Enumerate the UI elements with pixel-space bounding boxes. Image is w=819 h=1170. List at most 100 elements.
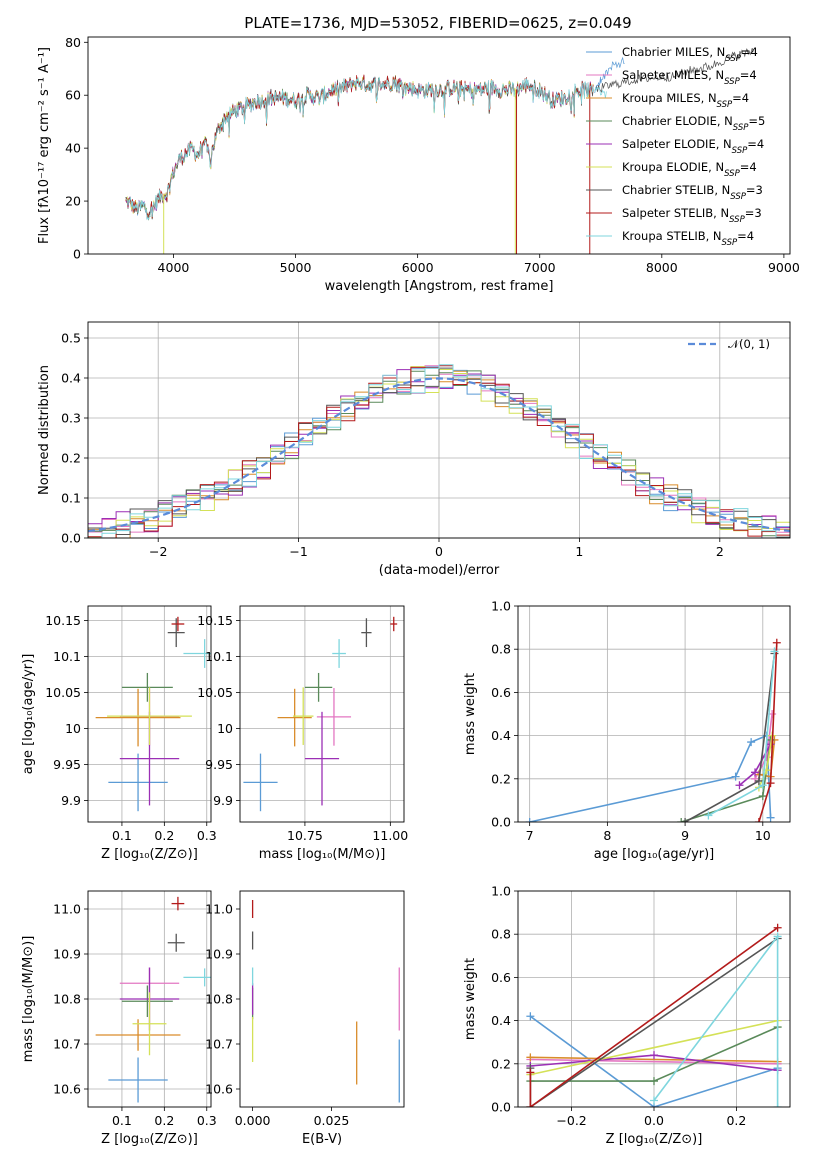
- weight-line-kroupa-elodie: [530, 1019, 778, 1076]
- axes-frame: [239, 890, 405, 1108]
- weight-marker: [770, 647, 779, 656]
- x-tick-label: 0.0: [644, 1113, 664, 1128]
- y-tick-label: 0.6: [491, 685, 511, 700]
- weight-marker: [773, 932, 782, 941]
- axes-frame: [517, 890, 791, 1108]
- panel-weight-age: 7 8 9 10 0.0 0.2 0.4 0.6 0.8 1.0 age [log₁₀(age/yr…: [463, 599, 791, 862]
- y-tick-label: 10.7: [53, 1037, 81, 1052]
- x-axis-label: Z [log₁₀(Z/Z⊙)]: [101, 1132, 198, 1147]
- weight-marker: [526, 1103, 535, 1107]
- x-tick-label: 0.2: [154, 828, 174, 843]
- spectrum-extension: [594, 48, 754, 94]
- weight-marker: [731, 772, 740, 781]
- weight-marker: [681, 818, 690, 822]
- y-tick-label: 9.9: [213, 793, 233, 808]
- weight-marker: [650, 1051, 658, 1060]
- histogram-kroupa-stelib: [88, 364, 790, 538]
- legend-sub: SSP: [724, 169, 740, 179]
- legend-entry: Kroupa MILES, NSSP=4: [622, 91, 749, 110]
- x-tick-label: 7: [526, 828, 534, 843]
- y-tick-label: 10.7: [205, 1037, 233, 1052]
- x-tick-label: 0: [435, 544, 443, 559]
- panel-age-Z: 0.1 0.2 0.3 9.9 9.95 10 10.05 10.1 10.15 Z [log₁₀…: [21, 605, 217, 862]
- plot-area: [243, 616, 398, 812]
- y-tick-label: 10.8: [205, 992, 233, 1007]
- y-tick-label: 0: [73, 247, 81, 262]
- spectrum-line-kroupa-miles: [125, 75, 594, 220]
- x-tick-label: 0.000: [235, 1113, 271, 1128]
- x-tick-label: 1: [575, 544, 583, 559]
- axes-frame: [87, 36, 791, 255]
- plot-area: [125, 48, 754, 254]
- weight-marker: [758, 792, 767, 801]
- errorbar-kroupa-miles: [277, 688, 312, 747]
- y-tick-label: 80: [65, 35, 81, 50]
- errorbar-chabrier-stelib: [167, 933, 185, 952]
- weight-marker: [525, 818, 534, 822]
- legend-entry: Salpeter STELIB, NSSP=3: [622, 206, 762, 225]
- plot-area: [95, 896, 211, 1103]
- legend-entry: Chabrier STELIB, NSSP=3: [622, 183, 763, 202]
- x-tick-label: 9: [681, 828, 689, 843]
- y-tick-label: 0.2: [491, 771, 511, 786]
- x-axis-label: E(B-V): [302, 1132, 342, 1147]
- legend-entry: Chabrier ELODIE, NSSP=5: [622, 114, 765, 133]
- legend-sub: SSP: [717, 100, 733, 110]
- spectrum-line-chabrier-miles: [125, 75, 594, 221]
- plot-area: [95, 616, 211, 812]
- x-tick-label: 0.1: [112, 828, 132, 843]
- legend-tail: =3: [745, 206, 762, 220]
- weight-marker: [747, 738, 756, 747]
- legend-tail: =4: [737, 229, 754, 243]
- x-tick-label: 11.00: [372, 828, 408, 843]
- panel-weight-Z: −0.2 0.0 0.2 0.0 0.2 0.4 0.6 0.8 1.0 Z [log₁₀(Z/Z…: [463, 884, 791, 1147]
- plot-area: [526, 923, 782, 1107]
- axes-frame: [517, 605, 791, 823]
- spectrum-line-kroupa-stelib: [125, 76, 594, 221]
- y-tick-label: 0.8: [491, 642, 511, 657]
- legend-tail: =4: [740, 68, 757, 82]
- errorbar-kroupa-stelib: [332, 639, 346, 668]
- x-axis-label: Z [log₁₀(Z/Z⊙)]: [606, 1132, 703, 1147]
- weight-marker: [650, 1096, 658, 1105]
- y-tick-label: 10: [217, 721, 233, 736]
- x-tick-label: 7000: [524, 260, 556, 275]
- errorbar-salpeter-elodie: [304, 711, 340, 806]
- x-tick-label: −1: [289, 544, 307, 559]
- legend-tail: =3: [746, 183, 763, 197]
- legend-entry: Kroupa ELODIE, NSSP=4: [622, 160, 757, 179]
- y-tick-label: 10.1: [205, 649, 233, 664]
- weight-marker: [758, 781, 767, 790]
- x-tick-label: 0.025: [314, 1113, 350, 1128]
- weight-marker: [526, 1012, 535, 1021]
- y-tick-label: 9.95: [53, 757, 81, 772]
- panel-age-mass: 10.75 11.00 9.9 9.95 10 10.05 10.1 10.15 mass [l…: [197, 605, 408, 862]
- y-tick-label: 9.9: [61, 793, 81, 808]
- weight-marker: [735, 781, 744, 790]
- errorbar-chabrier-miles: [243, 753, 278, 812]
- y-tick-label: 0.1: [61, 491, 81, 506]
- weight-marker: [526, 1068, 535, 1077]
- y-tick-label: 0.4: [61, 371, 81, 386]
- legend-sub: SSP: [733, 123, 749, 133]
- panel-mass-Z: 0.1 0.2 0.3 10.6 10.7 10.8 10.9 11.0 Z [log₁₀(Z/…: [21, 890, 217, 1147]
- x-tick-label: 0.1: [112, 1113, 132, 1128]
- errorbar-chabrier-miles: [108, 753, 168, 812]
- weight-marker: [704, 811, 713, 820]
- y-tick-label: 10.9: [205, 947, 233, 962]
- x-tick-label: 5000: [280, 260, 312, 275]
- spectrum-extension: [594, 56, 625, 94]
- y-tick-label: 10.05: [197, 685, 233, 700]
- errorbar-chabrier-elodie: [121, 985, 173, 1017]
- legend-text: Chabrier MILES, N: [622, 45, 725, 59]
- plot-area: [88, 364, 790, 538]
- y-tick-label: 9.95: [205, 757, 233, 772]
- x-tick-label: 8: [603, 828, 611, 843]
- weight-line-kroupa-stelib: [653, 934, 779, 1107]
- axes-frame: [87, 605, 212, 823]
- errorbar-chabrier-elodie: [304, 672, 333, 702]
- x-tick-label: 10: [755, 828, 771, 843]
- errorbar-kroupa-stelib: [183, 639, 211, 668]
- legend-tail: =4: [747, 137, 764, 151]
